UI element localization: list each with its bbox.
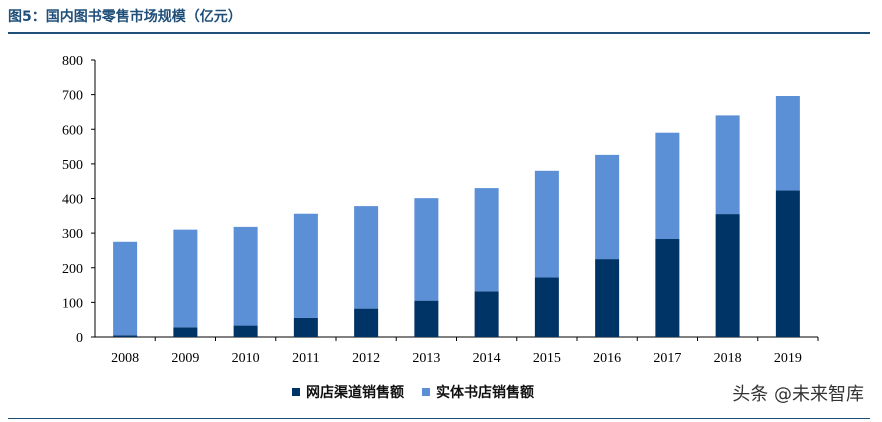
y-tick-label: 100 <box>62 296 83 311</box>
bar-physical-2008 <box>113 241 138 336</box>
bar-physical-2016 <box>595 154 620 260</box>
x-tick-label: 2014 <box>473 351 501 366</box>
bar-online-2010 <box>233 325 258 337</box>
bar-physical-2012 <box>354 206 379 309</box>
y-tick-label: 500 <box>62 158 83 173</box>
bar-physical-2017 <box>655 132 680 240</box>
y-tick-label: 600 <box>62 123 83 138</box>
y-tick-label: 0 <box>76 331 83 346</box>
x-tick-label: 2009 <box>171 351 199 366</box>
bar-physical-2015 <box>534 170 559 278</box>
legend-item-physical: 实体书店销售额 <box>422 382 534 402</box>
bar-online-2016 <box>595 259 620 337</box>
legend-swatch-physical <box>422 388 430 396</box>
bar-online-2013 <box>414 300 439 337</box>
watermark: 头条 @未来智库 <box>732 384 864 405</box>
x-tick-label: 2013 <box>412 351 440 366</box>
bars <box>113 96 800 337</box>
bar-online-2008 <box>113 335 138 337</box>
bar-physical-2019 <box>775 96 800 191</box>
bar-physical-2013 <box>414 198 439 301</box>
x-tick-label: 2010 <box>232 351 260 366</box>
bar-physical-2014 <box>474 188 499 292</box>
bar-online-2019 <box>775 190 800 337</box>
y-tick-label: 800 <box>62 54 83 69</box>
bar-online-2014 <box>474 291 499 337</box>
bar-physical-2011 <box>293 213 318 318</box>
axes <box>91 59 819 341</box>
x-tick-label: 2012 <box>352 351 380 366</box>
legend-swatch-online <box>292 388 300 396</box>
x-tick-label: 2019 <box>774 351 802 366</box>
stacked-bar-chart: 0 100 200 300 400 500 600 700 800 2008 2009 2010 201… <box>62 54 819 366</box>
labels: 0 100 200 300 400 500 600 700 800 2008 2009 2010 201… <box>62 54 802 366</box>
bar-online-2017 <box>655 239 680 337</box>
bar-physical-2009 <box>173 229 198 328</box>
bar-online-2011 <box>293 317 318 337</box>
legend: 网店渠道销售额 实体书店销售额 <box>292 382 534 402</box>
x-tick-label: 2008 <box>111 351 139 366</box>
x-tick-label: 2017 <box>653 351 681 366</box>
x-tick-label: 2011 <box>292 351 319 366</box>
y-tick-label: 200 <box>62 262 83 277</box>
bar-physical-2010 <box>233 226 258 326</box>
bar-online-2018 <box>715 214 740 337</box>
x-tick-label: 2016 <box>593 351 621 366</box>
x-tick-label: 2015 <box>533 351 561 366</box>
chart-title: 图5：国内图书零售市场规模（亿元） <box>8 9 242 25</box>
bar-online-2015 <box>534 277 559 337</box>
legend-label-physical: 实体书店销售额 <box>436 385 534 401</box>
y-tick-label: 300 <box>62 227 83 242</box>
legend-label-online: 网店渠道销售额 <box>306 385 404 401</box>
title-rule <box>8 32 870 34</box>
bottom-rule <box>8 418 870 419</box>
legend-item-online: 网店渠道销售额 <box>292 382 404 402</box>
y-tick-label: 700 <box>62 89 83 104</box>
bar-physical-2018 <box>715 115 740 215</box>
bar-online-2012 <box>354 308 379 337</box>
y-tick-label: 400 <box>62 193 83 208</box>
x-tick-label: 2018 <box>714 351 742 366</box>
bar-online-2009 <box>173 327 198 337</box>
